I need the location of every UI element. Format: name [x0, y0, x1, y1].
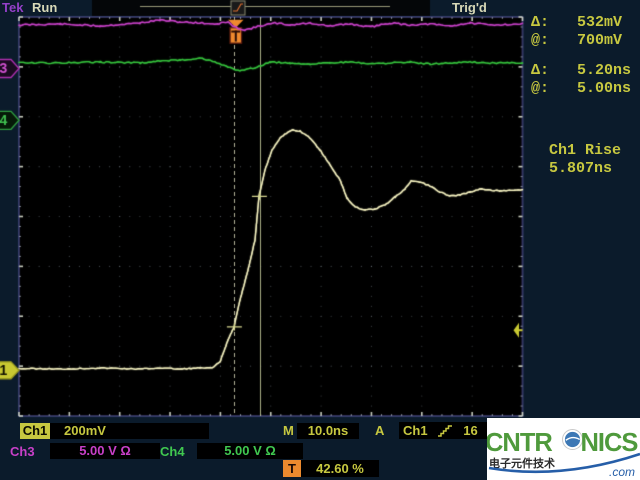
svg-text:CNTR: CNTR [487, 429, 552, 457]
svg-text:.com: .com [609, 465, 635, 479]
svg-text:NICS: NICS [581, 429, 639, 457]
svg-text:电子元件技术: 电子元件技术 [489, 456, 555, 470]
